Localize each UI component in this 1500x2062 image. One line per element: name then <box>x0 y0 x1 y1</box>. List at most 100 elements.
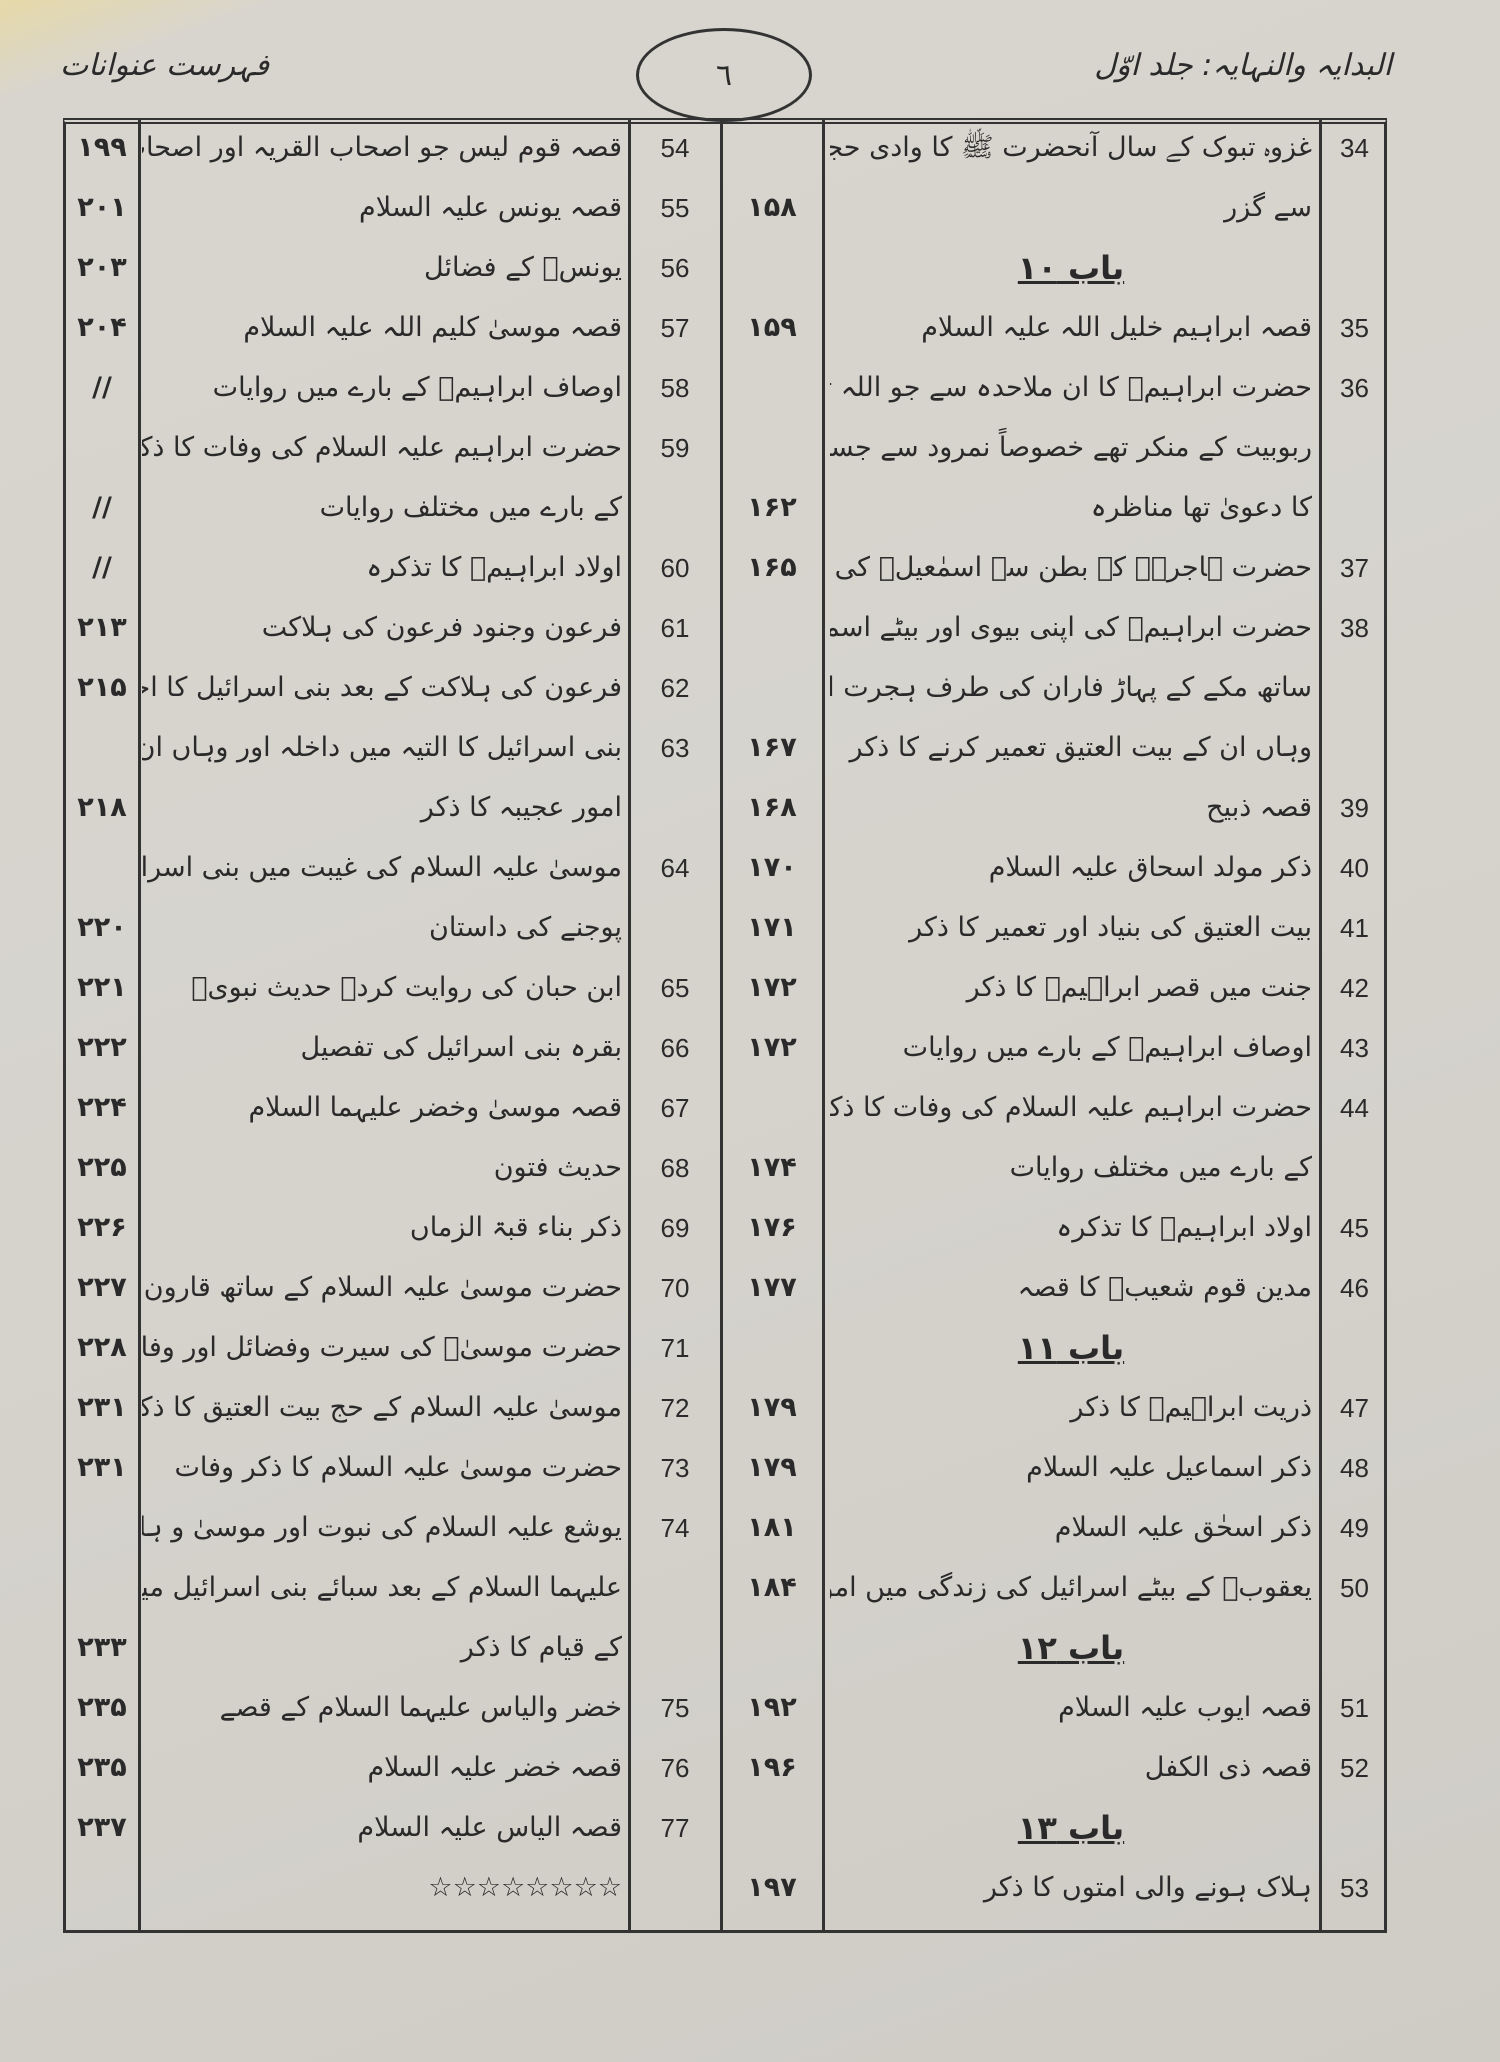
entry-number: 35 <box>1340 313 1369 343</box>
entry-number: 51 <box>1340 1693 1369 1723</box>
entry-number: 36 <box>1340 373 1369 403</box>
entry-title: جنت میں قصر ابراہیمؑ کا ذکر <box>966 972 1312 1003</box>
entry-page: ۲۰۳ <box>77 252 127 283</box>
entry-number: 60 <box>660 553 690 583</box>
entry-number: 43 <box>1340 1033 1369 1063</box>
entry-page: ۲۲۱ <box>77 972 127 1003</box>
entry-title: ذریت ابراہیمؑ کا ذکر <box>1070 1392 1312 1423</box>
table-row: 43 اوصاف ابراہیمؑ کے بارے میں روایات ۱۷۲ <box>0 1018 1500 1078</box>
table-row: وہاں ان کے بیت العتیق تعمیر کرنے کا ذکر ۱… <box>0 718 1500 778</box>
entry-page: ۱۹۶ <box>747 1752 797 1783</box>
entry-number: 63 <box>660 733 690 763</box>
entry-title: بیت العتیق کی بنیاد اور تعمیر کا ذکر <box>909 912 1312 943</box>
entry-page: ۲۳۳ <box>77 1632 127 1663</box>
entry-number: 74 <box>660 1513 690 1543</box>
entry-title: امور عجیبہ کا ذکر <box>420 792 622 823</box>
entry-title: حضرت ابراہیم علیہ السلام کی وفات کا ذکر … <box>142 432 622 463</box>
entry-page: // <box>92 552 112 583</box>
column-divider <box>822 118 825 1933</box>
entry-title: یوشع علیہ السلام کی نبوت اور موسیٰ و ہار… <box>142 1512 622 1543</box>
table-row: 75 خضر والیاس علیہما السلام کے قصے ۲۳۵ <box>0 1678 1500 1738</box>
entry-page: ۲۰۴ <box>77 312 127 343</box>
entry-number: 56 <box>660 253 690 283</box>
entry-title: اولاد ابراہیمؑ کا تذکرہ <box>366 552 622 583</box>
contents-table <box>63 118 1387 1933</box>
entry-title: علیہما السلام کے بعد سبائے بنی اسرائیل م… <box>142 1572 622 1603</box>
entry-title: موسیٰ علیہ السلام کی غیبت میں بنی اسرائی… <box>142 852 622 883</box>
entry-page: ۱۶۵ <box>747 552 797 583</box>
table-row: 76 قصہ خضر علیہ السلام ۲۳۵ <box>0 1738 1500 1798</box>
entry-title: ذکر بناء قبۃ الزماں <box>409 1212 622 1243</box>
entry-number: 49 <box>1340 1513 1369 1543</box>
entry-page: // <box>92 492 112 523</box>
entry-title: حضرت موسیٰ علیہ السلام کے ساتھ قارون کا … <box>142 1272 622 1303</box>
entry-page: ۱۹۷ <box>747 1872 797 1903</box>
entry-title: ہلاک ہونے والی امتوں کا ذکر <box>983 1872 1312 1903</box>
entry-title: وہاں ان کے بیت العتیق تعمیر کرنے کا ذکر <box>849 732 1312 763</box>
entry-page: ۲۱۳ <box>77 612 127 643</box>
chapter-heading-row: باب ۱۰ <box>0 238 1500 298</box>
table-row: 71 حضرت موسیٰؑ کی سیرت وفضائل اور وفات کا… <box>0 1318 1500 1378</box>
entry-number: 34 <box>1340 133 1369 163</box>
entry-title: یونسؑ کے فضائل <box>424 252 622 283</box>
table-row: 50 یعقوبؑ کے بیٹے اسرائیل کی زندگی میں ام… <box>0 1558 1500 1618</box>
table-row: کے بارے میں مختلف روایات // <box>0 478 1500 538</box>
entry-number: 65 <box>660 973 690 1003</box>
entry-page: ۲۰۱ <box>77 192 127 223</box>
entry-page: ۱۷۲ <box>747 972 797 1003</box>
entry-title: قصہ ایوب علیہ السلام <box>1058 1692 1312 1723</box>
table-row: 46 مدین قوم شعیبؑ کا قصہ ۱۷۷ <box>0 1258 1500 1318</box>
entry-number: 76 <box>660 1753 690 1783</box>
entry-number: 54 <box>660 133 690 163</box>
entry-page: ۱۷۲ <box>747 1032 797 1063</box>
entry-page: ۲۲۰ <box>77 912 127 943</box>
entry-title: حضرت ابراہیمؑ کی اپنی بیوی اور بیٹے اسما… <box>830 612 1312 643</box>
table-row: 41 بیت العتیق کی بنیاد اور تعمیر کا ذکر ۱۷… <box>0 898 1500 958</box>
entry-page: ۱۶۷ <box>747 732 797 763</box>
entry-number: 59 <box>660 433 690 463</box>
table-row: 34 غزوہ تبوک کے سال آنحضرت ﷺ کا وادی حجر <box>0 118 1500 178</box>
entry-title: اوصاف ابراہیمؑ کے بارے میں روایات <box>902 1032 1312 1063</box>
table-row: 62 فرعون کی ہلاکت کے بعد بنی اسرائیل کا ا… <box>0 658 1500 718</box>
entry-page: ۱۷۷ <box>747 1272 797 1303</box>
entry-page: ۱۷۰ <box>747 852 797 883</box>
entry-number: 77 <box>660 1813 690 1843</box>
entry-number: 58 <box>660 373 690 403</box>
table-row: 45 اولاد ابراہیمؑ کا تذکرہ ۱۷۶ <box>0 1198 1500 1258</box>
entry-title: قصہ قوم لیس جو اصحاب القریہ اور اصحاب یٰ… <box>142 132 622 163</box>
table-row: 58 اوصاف ابراہیمؑ کے بارے میں روایات // <box>0 358 1500 418</box>
entry-title: فرعون وجنود فرعون کی ہلاکت <box>261 612 622 643</box>
entry-title: قصہ ابراہیم خلیل اللہ علیہ السلام <box>921 312 1312 343</box>
table-row: 66 بقرہ بنی اسرائیل کی تفصیل ۲۲۲ <box>0 1018 1500 1078</box>
table-row: ☆☆☆☆☆☆☆☆ <box>0 1858 1500 1918</box>
entry-number: 67 <box>660 1093 690 1123</box>
table-row: 74 یوشع علیہ السلام کی نبوت اور موسیٰ و ہ… <box>0 1498 1500 1558</box>
entry-page: ۱۹۹ <box>77 132 127 163</box>
entry-page: ۲۳۱ <box>77 1452 127 1483</box>
chapter-heading-row: باب ۱۲ <box>0 1618 1500 1678</box>
entry-page: ۲۲۸ <box>77 1332 127 1363</box>
column-divider <box>1319 118 1322 1933</box>
entry-page: ۱۵۹ <box>747 312 797 343</box>
table-row: 54 قصہ قوم لیس جو اصحاب القریہ اور اصحاب … <box>0 118 1500 178</box>
table-row: ساتھ مکے کے پہاڑ فاران کی طرف ہجرت اور <box>0 658 1500 718</box>
table-row: 38 حضرت ابراہیمؑ کی اپنی بیوی اور بیٹے اس… <box>0 598 1500 658</box>
entry-title: قصہ یونس علیہ السلام <box>359 192 622 223</box>
entry-number: 47 <box>1340 1393 1369 1423</box>
entry-title: ساتھ مکے کے پہاڑ فاران کی طرف ہجرت اور <box>830 672 1312 703</box>
entry-page: ۲۲۷ <box>77 1272 127 1303</box>
entry-number: 42 <box>1340 973 1369 1003</box>
entry-title: حضرت ابراہیمؑ کا ان ملاحدہ سے جو اللہ تع… <box>830 372 1312 403</box>
entry-title: قصہ خضر علیہ السلام <box>367 1752 622 1783</box>
table-row: 36 حضرت ابراہیمؑ کا ان ملاحدہ سے جو اللہ … <box>0 358 1500 418</box>
entry-number: 41 <box>1340 913 1369 943</box>
entry-number: 37 <box>1340 553 1369 583</box>
table-row: 68 حدیث فتون ۲۲۵ <box>0 1138 1500 1198</box>
entry-number: 53 <box>1340 1873 1369 1903</box>
table-row: کے قیام کا ذکر ۲۳۳ <box>0 1618 1500 1678</box>
table-row: ربوبیت کے منکر تھے خصوصاً نمرود سے جسے خ… <box>0 418 1500 478</box>
entry-title: قصہ ذبیح <box>1206 792 1312 823</box>
entry-number: 45 <box>1340 1213 1369 1243</box>
table-row: 53 ہلاک ہونے والی امتوں کا ذکر ۱۹۷ <box>0 1858 1500 1918</box>
table-row: علیہما السلام کے بعد سبائے بنی اسرائیل م… <box>0 1558 1500 1618</box>
